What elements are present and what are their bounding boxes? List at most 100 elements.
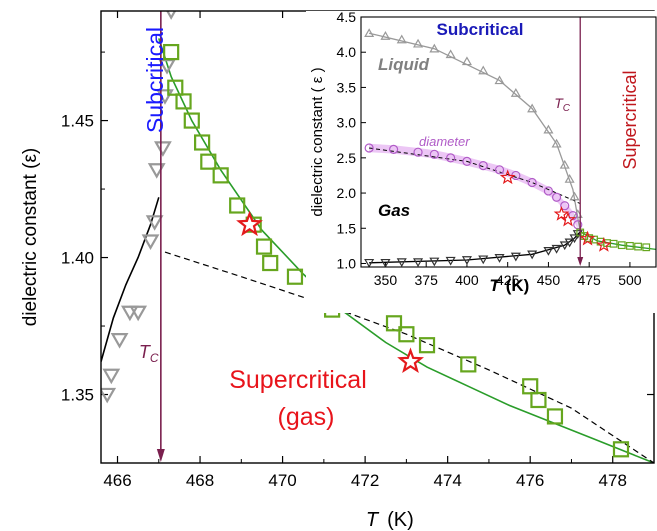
main-plot: 466 468 470 472 474 476 478 1.35 1.40 1.45 T (K) die… [20,10,655,531]
inset-y-tick-label: 3.5 [337,79,357,95]
inset-x-axis-unit: (K) [506,276,530,295]
inset-point-circle [478,160,488,171]
inset-tc-arrowhead [577,257,584,266]
x-tick-label: 474 [433,471,461,490]
inset-point-triangle-up [478,65,489,75]
inset-x-tick-label: 400 [455,272,479,288]
inset-point-triangle-up [445,49,456,59]
inset-tc-symbol: T [554,95,564,111]
inset-point-triangle-up [551,138,562,148]
inset-point-triangle-down [510,252,521,262]
inset-y-tick-label: 1.5 [337,220,357,236]
inset-supercritical-label: Supercritical [620,70,640,169]
inset-fit-line-solid [368,32,581,232]
data-point-square [255,238,273,255]
inset-fit-line-dashed [369,147,581,205]
inset-point-star [553,205,570,221]
inset-point-triangle-down [413,258,424,267]
inset-point-circle [429,149,439,159]
data-point-triangle-down [101,387,117,404]
data-point-square [194,134,211,151]
inset-y-tick-label: 2.5 [337,150,357,166]
data-point-square [200,153,217,170]
inset-point-triangle-down [396,258,407,267]
tc-symbol: T [139,342,152,362]
inset-point-triangle-up [494,75,505,85]
inset-point-triangle-down [527,250,538,260]
data-point-square [262,254,279,272]
data-point-square [612,441,630,458]
inset-point-triangle-down [551,244,562,254]
data-point-star [397,347,424,374]
inset-x-tick-label: 450 [537,272,561,288]
inset-fit-line-solid [369,231,581,264]
inset-point-triangle-up [510,88,521,97]
inset-y-tick-label: 4.0 [337,44,357,60]
y-tick-label: 1.40 [61,249,94,268]
tc-subscript: C [150,351,159,365]
inset-tc-subscript: C [563,103,571,114]
inset-point-triangle-up [543,124,554,134]
supercritical-label: Supercritical [229,366,367,394]
inset-point-triangle-up [413,38,424,48]
inset-point-triangle-up [527,103,538,113]
data-point-triangle-down [129,305,148,322]
inset-point-triangle-up [396,34,407,44]
fit-line-solid [101,197,160,362]
inset-point-star [499,169,516,185]
x-tick-label: 468 [186,471,214,490]
inset-subcritical-label: Subcritical [437,20,524,39]
data-point-square [418,337,436,354]
inset-x-axis-label: T (K) [489,276,529,295]
fit-line-dashed [164,251,654,463]
inset-point-circle [551,192,562,202]
inset-point-circle [543,186,554,196]
inset-point-triangle-up [364,28,375,37]
inset-point-triangle-up [461,56,472,66]
data-point-square [522,378,539,395]
inset-y-tick-label: 3.0 [337,115,357,131]
inset-diameter-label: diameter [419,134,470,149]
inset-point-triangle-down [461,256,472,265]
data-point-square [163,43,180,61]
inset-point-triangle-down [543,247,554,256]
inset-plot: 350 375 400 425 450 475 500 1.0 1.5 2.0 2.5 3.0 3.5 4… [306,9,657,313]
inset-y-axis-label: dielectric constant ( ε ) [309,67,326,216]
x-tick-label: 472 [351,471,379,490]
inset-x-tick-label: 425 [496,272,520,288]
inset-point-circle [446,153,456,163]
inset-x-tick-label: 350 [374,272,398,288]
inset-point-square [609,239,618,248]
inset-point-square [642,243,651,252]
inset-point-triangle-up [559,159,570,169]
inset-point-square [626,241,634,250]
x-tick-label: 466 [103,471,131,490]
inset-gas-label: Gas [378,201,410,220]
diameter-band [369,143,578,229]
y-axis-label: dielectric constant (ε) [20,148,41,326]
inset-point-circle [494,165,505,175]
data-point-square [175,93,192,110]
inset-point-triangle-down [429,257,440,267]
inset-point-triangle-down [569,234,580,244]
inset-point-triangle-up [569,191,580,201]
data-point-square [212,167,229,184]
inset-point-star [579,230,596,246]
inset-point-triangle-down [478,255,489,265]
x-tick-label: 476 [516,471,544,490]
data-point-square [385,315,403,332]
inset-point-triangle-up [380,31,391,40]
inset-point-circle [527,177,537,188]
inset-point-triangle-up [564,173,575,183]
inset-point-square [617,241,626,250]
inset-x-tick-label: 500 [618,272,642,288]
data-point-triangle-down [102,368,121,385]
fit-line-solid [158,38,654,463]
x-tick-label: 478 [599,471,627,490]
inset-tc-label: TC [554,95,571,114]
x-axis-unit: (K) [387,509,414,531]
inset-point-square [634,242,642,251]
inset-point-triangle-down [564,238,575,248]
data-point-square [460,356,477,373]
